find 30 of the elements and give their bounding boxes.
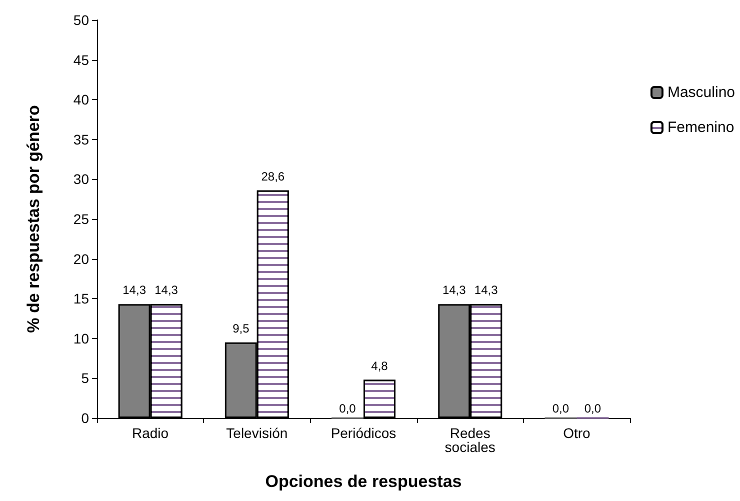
x-tick-label: Redes sociales (444, 425, 496, 455)
x-tick-label: Otro (563, 425, 591, 441)
x-axis-title: Opciones de respuestas (265, 472, 462, 491)
x-tick-label: Periódicos (330, 425, 396, 441)
y-tick-label: 10 (73, 330, 90, 346)
data-label: 9,5 (232, 321, 250, 336)
y-tick-label: 50 (73, 12, 90, 28)
data-label: 4,8 (371, 358, 388, 373)
data-label: 14,3 (154, 283, 178, 298)
y-tick-label: 5 (81, 370, 90, 386)
y-axis-title: % de respuestas por género (24, 105, 43, 333)
x-tick-label: Radio (132, 425, 169, 441)
y-tick-label: 40 (73, 92, 90, 108)
data-label: 0,0 (584, 401, 602, 416)
y-tick-label: 45 (73, 52, 90, 68)
data-label: 28,6 (261, 169, 285, 184)
data-label: 14,3 (122, 283, 146, 298)
data-label: 0,0 (339, 401, 356, 416)
y-tick-label: 15 (73, 290, 90, 307)
y-tick-label: 35 (73, 131, 90, 148)
y-tick-label: 30 (73, 171, 90, 188)
y-tick-label: 20 (73, 250, 90, 267)
data-label: 14,3 (442, 283, 466, 298)
y-tick-label: 25 (73, 211, 90, 227)
legend-label: Masculino (667, 84, 735, 101)
data-label: 14,3 (474, 283, 498, 298)
data-label: 0,0 (552, 401, 570, 416)
y-tick-label: 0 (81, 410, 90, 426)
legend-label: Femenino (667, 119, 734, 136)
x-tick-label: Televisión (226, 425, 288, 441)
